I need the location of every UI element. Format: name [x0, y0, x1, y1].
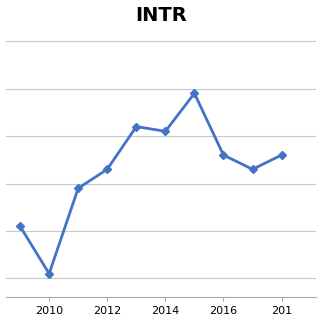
Title: INTR: INTR: [135, 5, 187, 24]
